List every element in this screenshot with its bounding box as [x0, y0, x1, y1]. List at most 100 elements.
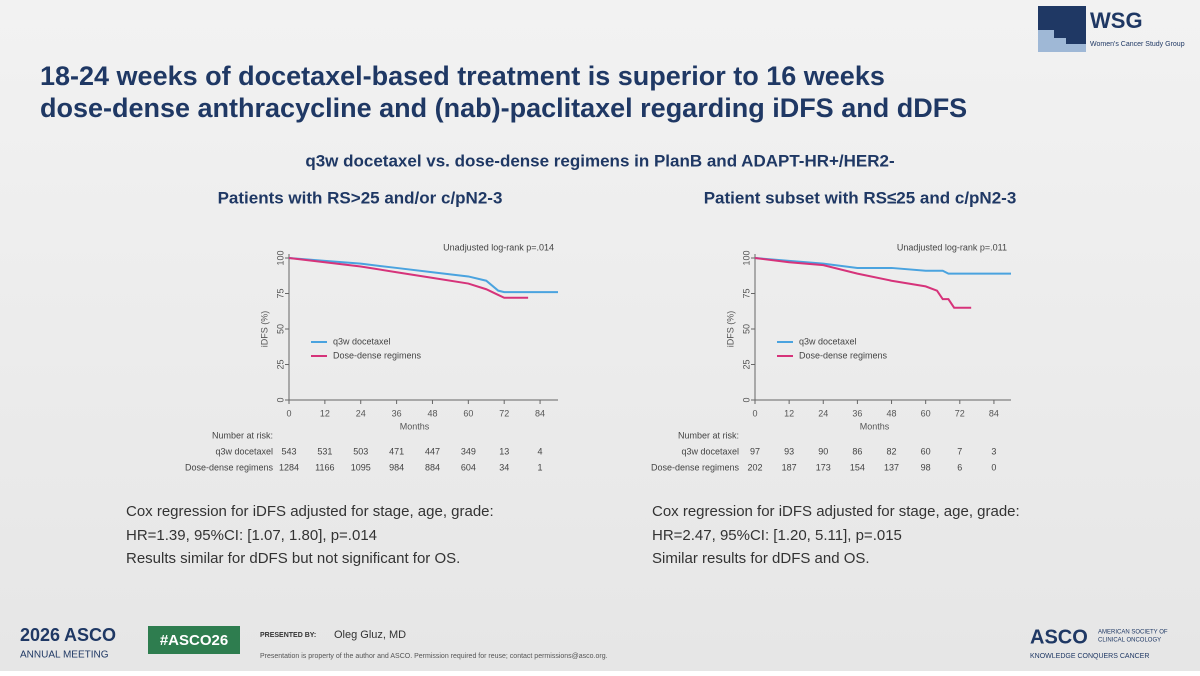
disclaimer: Presentation is property of the author a…: [260, 653, 608, 660]
y-tick-label: 100: [741, 250, 751, 265]
title-line: dose-dense anthracycline and (nab)-pacli…: [40, 93, 967, 123]
org-name: AMERICAN SOCIETY OF: [1098, 630, 1168, 636]
hashtag: #ASCO26: [160, 632, 228, 649]
annotation: Unadjusted log-rank p=.014: [443, 242, 554, 252]
conclusion: Similar results for dDFS and OS.: [652, 550, 870, 567]
risk-value: 82: [887, 446, 897, 456]
risk-value: 1284: [279, 462, 299, 472]
y-tick-label: 0: [275, 397, 285, 402]
risk-value: 13: [499, 446, 509, 456]
legend-label: q3w docetaxel: [799, 336, 857, 346]
x-tick-label: 48: [887, 408, 897, 418]
risk-value: 471: [389, 446, 404, 456]
tagline: KNOWLEDGE CONQUERS CANCER: [1030, 653, 1149, 660]
risk-row-name: Dose-dense regimens: [185, 462, 274, 472]
conclusion: Results similar for dDFS but not signifi…: [126, 550, 460, 567]
panel-title: Patients with RS>25 and/or c/pN2-3: [218, 188, 503, 207]
panel-title: Patient subset with RS≤25 and c/pN2-3: [704, 188, 1017, 207]
logo-steps: [1038, 30, 1086, 52]
km-curve: [288, 257, 558, 294]
x-tick-label: 48: [427, 408, 437, 418]
x-tick-label: 60: [463, 408, 473, 418]
risk-value: 3: [991, 446, 996, 456]
risk-value: 4: [538, 446, 543, 456]
risk-title: Number at risk:: [678, 430, 739, 440]
subtitle: q3w docetaxel vs. dose-dense regimens in…: [305, 151, 894, 170]
risk-value: 884: [425, 462, 440, 472]
x-tick-label: 72: [499, 408, 509, 418]
risk-value: 173: [816, 462, 831, 472]
org: ASCO: [1030, 626, 1088, 648]
y-axis-label: iDFS (%): [259, 311, 269, 348]
risk-value: 984: [389, 462, 404, 472]
footer-year: 2026: [20, 625, 60, 645]
x-tick-label: 84: [535, 408, 545, 418]
risk-value: 154: [850, 462, 865, 472]
risk-row-name: q3w docetaxel: [215, 446, 273, 456]
risk-value: 531: [317, 446, 332, 456]
annotation: Unadjusted log-rank p=.011: [897, 242, 1007, 252]
y-tick-label: 0: [741, 397, 751, 402]
risk-value: 1095: [351, 462, 371, 472]
km-curve: [288, 257, 529, 299]
y-tick-label: 100: [275, 250, 285, 265]
x-tick-label: 72: [955, 408, 965, 418]
x-tick-label: 12: [320, 408, 330, 418]
x-tick-label: 60: [921, 408, 931, 418]
risk-value: 97: [750, 446, 760, 456]
legend-label: q3w docetaxel: [333, 336, 391, 346]
y-tick-label: 50: [741, 324, 751, 334]
risk-value: 187: [782, 462, 797, 472]
risk-value: 60: [921, 446, 931, 456]
footer-meeting: ASCO: [64, 625, 116, 645]
y-tick-label: 50: [275, 324, 285, 334]
risk-value: 137: [884, 462, 899, 472]
x-tick-label: 84: [989, 408, 999, 418]
x-axis-label: Months: [860, 421, 890, 431]
y-tick-label: 75: [741, 288, 751, 298]
risk-value: 0: [991, 462, 996, 472]
risk-value: 34: [499, 462, 509, 472]
x-tick-label: 24: [818, 408, 828, 418]
logo-subtitle: Women's Cancer Study Group: [1090, 41, 1185, 48]
y-tick-label: 25: [741, 359, 751, 369]
conclusion: HR=2.47, 95%CI: [1.20, 5.11], p=.015: [652, 527, 902, 544]
conclusion: HR=1.39, 95%CI: [1.07, 1.80], p=.014: [126, 527, 377, 544]
x-tick-label: 0: [286, 408, 291, 418]
x-tick-label: 36: [852, 408, 862, 418]
footer-meeting-sub: ANNUAL MEETING: [20, 650, 109, 661]
risk-value: 604: [461, 462, 476, 472]
y-tick-label: 75: [275, 288, 285, 298]
legend-label: Dose-dense regimens: [799, 350, 888, 360]
risk-value: 447: [425, 446, 440, 456]
risk-value: 503: [353, 446, 368, 456]
x-tick-label: 12: [784, 408, 794, 418]
x-axis-label: Months: [400, 421, 430, 431]
org-name: CLINICAL ONCOLOGY: [1098, 638, 1161, 644]
risk-value: 349: [461, 446, 476, 456]
km-curve: [754, 257, 1011, 275]
risk-value: 202: [747, 462, 762, 472]
title-line: 18-24 weeks of docetaxel-based treatment…: [40, 61, 885, 91]
x-tick-label: 24: [356, 408, 366, 418]
conclusion: Cox regression for iDFS adjusted for sta…: [126, 503, 494, 520]
risk-value: 93: [784, 446, 794, 456]
logo-name: WSG: [1090, 8, 1143, 33]
risk-value: 98: [921, 462, 931, 472]
legend-label: Dose-dense regimens: [333, 350, 422, 360]
risk-value: 1: [538, 462, 543, 472]
risk-title: Number at risk:: [212, 430, 273, 440]
risk-value: 7: [957, 446, 962, 456]
y-axis-label: iDFS (%): [725, 311, 735, 348]
risk-value: 6: [957, 462, 962, 472]
presented-by: PRESENTED BY:: [260, 632, 316, 639]
risk-value: 1166: [315, 462, 334, 472]
risk-value: 90: [818, 446, 828, 456]
x-tick-label: 36: [392, 408, 402, 418]
km-curve: [754, 257, 972, 309]
y-tick-label: 25: [275, 359, 285, 369]
presenter: Oleg Gluz, MD: [334, 629, 406, 641]
